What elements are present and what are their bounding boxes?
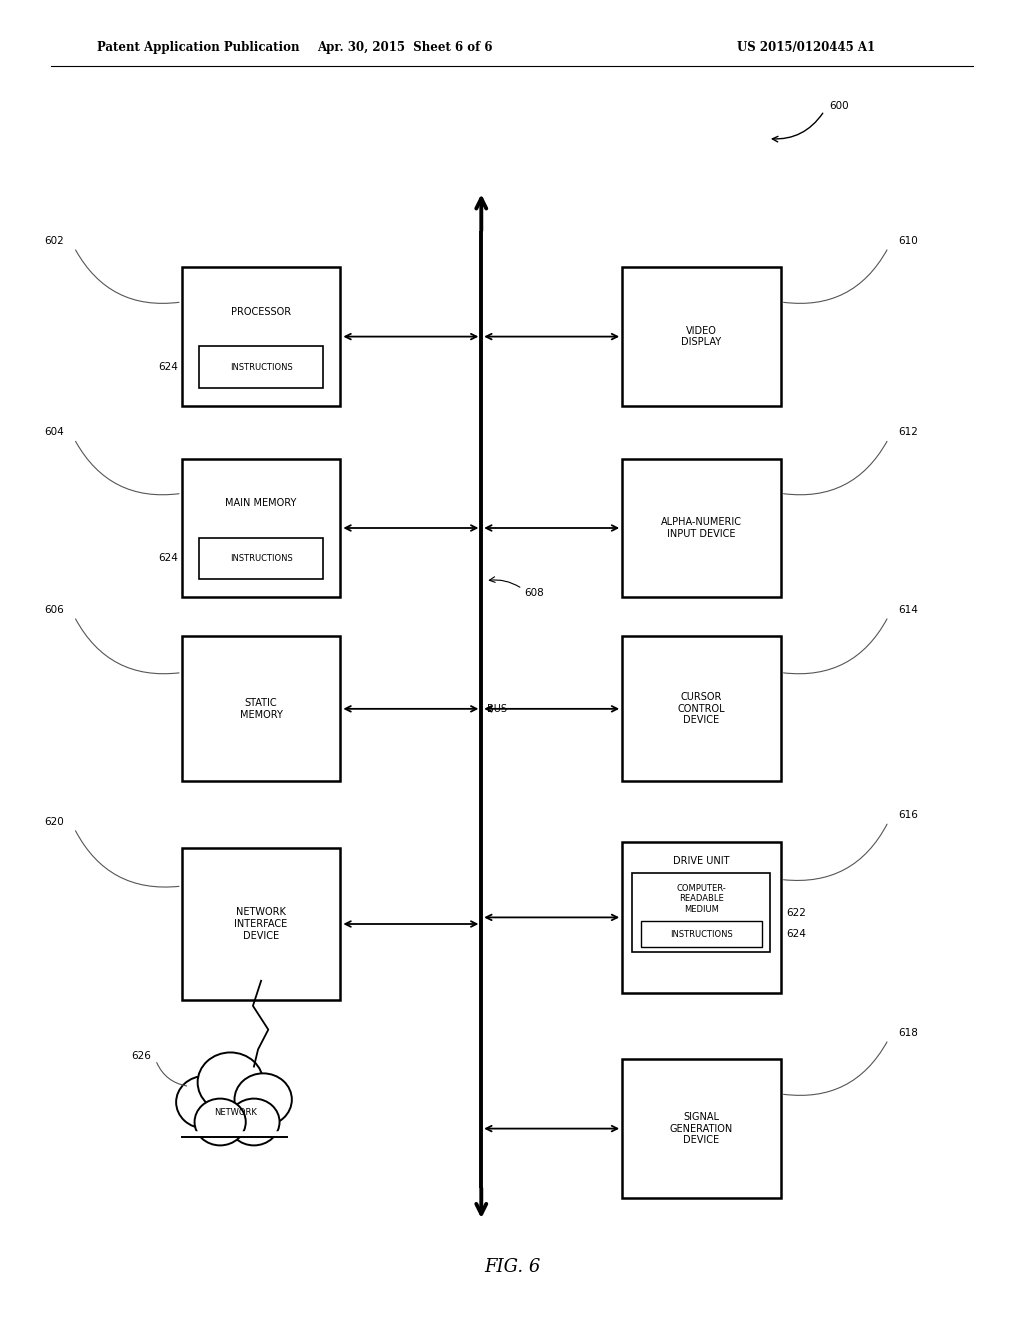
Text: PROCESSOR: PROCESSOR [231,306,291,317]
Text: SIGNAL
GENERATION
DEVICE: SIGNAL GENERATION DEVICE [670,1111,733,1146]
Text: FIG. 6: FIG. 6 [483,1258,541,1276]
Text: 602: 602 [44,236,63,246]
Text: 622: 622 [786,908,806,917]
Text: 614: 614 [899,605,919,615]
Text: US 2015/0120445 A1: US 2015/0120445 A1 [737,41,876,54]
Ellipse shape [228,1098,280,1146]
Ellipse shape [176,1076,233,1129]
Bar [623,1059,781,1199]
Text: 618: 618 [899,1028,919,1038]
Text: 620: 620 [44,817,63,826]
Text: MAIN MEMORY: MAIN MEMORY [225,498,297,508]
Text: BUS: BUS [487,704,508,714]
Text: 608: 608 [524,587,544,598]
Bar [182,849,340,1001]
Text: 612: 612 [899,428,919,437]
Ellipse shape [234,1073,292,1126]
Text: COMPUTER-
READABLE
MEDIUM: COMPUTER- READABLE MEDIUM [677,883,726,913]
Bar [623,636,781,781]
Text: 610: 610 [899,236,919,246]
Text: Apr. 30, 2015  Sheet 6 of 6: Apr. 30, 2015 Sheet 6 of 6 [316,41,493,54]
Text: 624: 624 [786,929,806,939]
Text: 606: 606 [44,605,63,615]
Text: VIDEO
DISPLAY: VIDEO DISPLAY [681,326,722,347]
Bar [641,921,762,948]
Text: 626: 626 [132,1051,152,1061]
Text: NETWORK
INTERFACE
DEVICE: NETWORK INTERFACE DEVICE [234,907,288,941]
Text: 624: 624 [158,362,178,372]
Text: 624: 624 [158,553,178,564]
Bar [623,267,781,407]
Ellipse shape [198,1052,263,1113]
Ellipse shape [195,1098,246,1146]
Bar [200,537,323,579]
Text: INSTRUCTIONS: INSTRUCTIONS [229,363,293,372]
Text: STATIC
MEMORY: STATIC MEMORY [240,698,283,719]
Text: NETWORK: NETWORK [214,1109,257,1117]
Text: INSTRUCTIONS: INSTRUCTIONS [229,554,293,564]
Text: DRIVE UNIT: DRIVE UNIT [673,857,730,866]
Text: CURSOR
CONTROL
DEVICE: CURSOR CONTROL DEVICE [678,692,725,726]
Bar [633,874,770,952]
Text: 600: 600 [829,100,849,111]
Text: INSTRUCTIONS: INSTRUCTIONS [670,929,733,939]
Bar [200,346,323,388]
Bar [182,636,340,781]
Text: 604: 604 [44,428,63,437]
Bar [182,267,340,407]
Bar [623,459,781,597]
Text: Patent Application Publication: Patent Application Publication [97,41,300,54]
Text: 616: 616 [899,810,919,820]
Bar [182,459,340,597]
Bar [623,842,781,993]
Text: ALPHA-NUMERIC
INPUT DEVICE: ALPHA-NUMERIC INPUT DEVICE [660,517,742,539]
